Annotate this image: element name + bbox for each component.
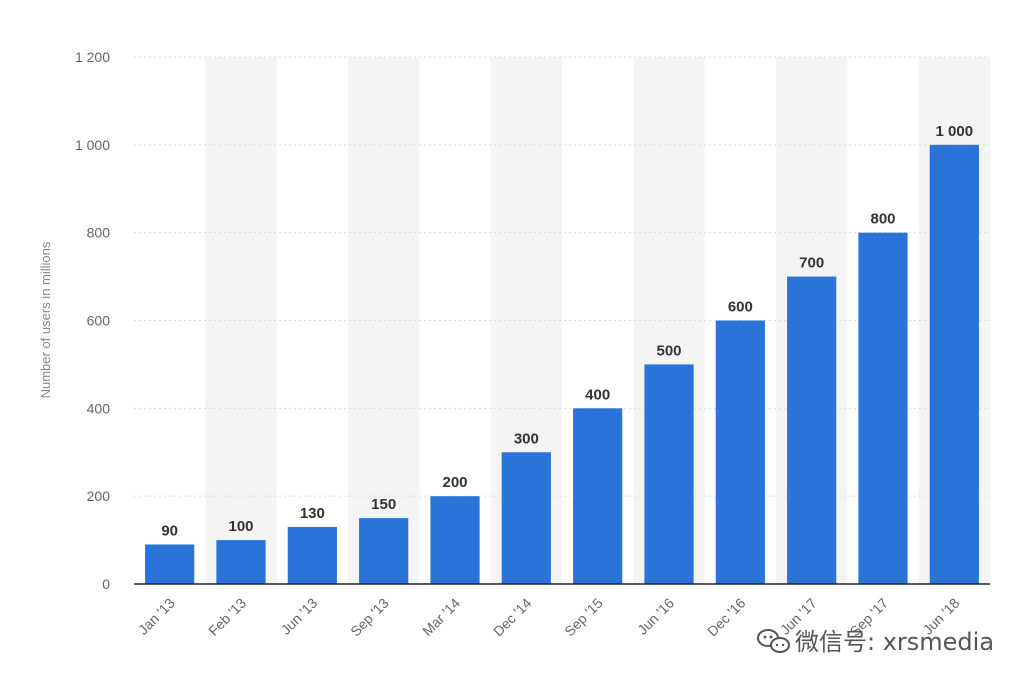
- data-label: 130: [300, 505, 325, 522]
- x-tick-label: Feb '13: [205, 595, 249, 639]
- y-axis-label: Number of users in millions: [38, 241, 53, 398]
- y-tick-label: 400: [87, 400, 111, 416]
- bars: [145, 144, 979, 585]
- data-label: 300: [514, 430, 539, 447]
- x-tick-label: Dec '16: [704, 595, 749, 640]
- bar: [929, 144, 979, 585]
- watermark-text: 微信号: xrsmedia: [795, 628, 994, 656]
- y-tick-label: 1 000: [75, 137, 110, 153]
- bar: [430, 496, 480, 584]
- bar: [715, 320, 765, 584]
- data-label: 1 000: [936, 123, 974, 140]
- data-label: 400: [585, 386, 610, 403]
- wechat-icon: [757, 629, 790, 653]
- bar: [216, 540, 266, 584]
- y-tick-label: 0: [102, 576, 110, 592]
- x-tick-label: Sep '13: [347, 595, 392, 640]
- x-tick-label: Mar '14: [419, 595, 463, 639]
- data-label: 90: [161, 522, 178, 539]
- y-tick-label: 600: [87, 313, 111, 329]
- data-labels: 90 100 130 150 200 300 400 500 600 700 800 1 000: [161, 123, 973, 540]
- x-tick-label: Sep '15: [561, 595, 606, 640]
- y-tick-label: 800: [87, 225, 111, 241]
- x-tick-label: Jun '13: [278, 595, 321, 638]
- bar: [858, 232, 908, 584]
- bar: [644, 364, 694, 584]
- data-label: 150: [371, 496, 396, 513]
- x-tick-label: Jan '13: [135, 595, 178, 638]
- data-label: 800: [870, 211, 895, 228]
- x-tick-label: Dec '14: [490, 595, 535, 640]
- y-axis-ticks: 0 200 400 600 800 1 000 1 200: [75, 49, 110, 592]
- bar: [145, 544, 195, 584]
- watermark: 微信号: xrsmedia: [757, 628, 994, 656]
- data-label: 500: [656, 342, 681, 359]
- bar: [501, 452, 551, 584]
- bar: [359, 518, 409, 584]
- bar: [573, 408, 623, 584]
- y-tick-label: 1 200: [75, 49, 110, 65]
- x-tick-label: Jun '16: [634, 595, 677, 638]
- bar: [287, 526, 337, 584]
- data-label: 100: [228, 518, 253, 535]
- data-label: 700: [799, 255, 824, 272]
- bar: [787, 276, 837, 584]
- y-tick-label: 200: [87, 488, 111, 504]
- data-label: 600: [728, 299, 753, 316]
- data-label: 200: [442, 474, 467, 491]
